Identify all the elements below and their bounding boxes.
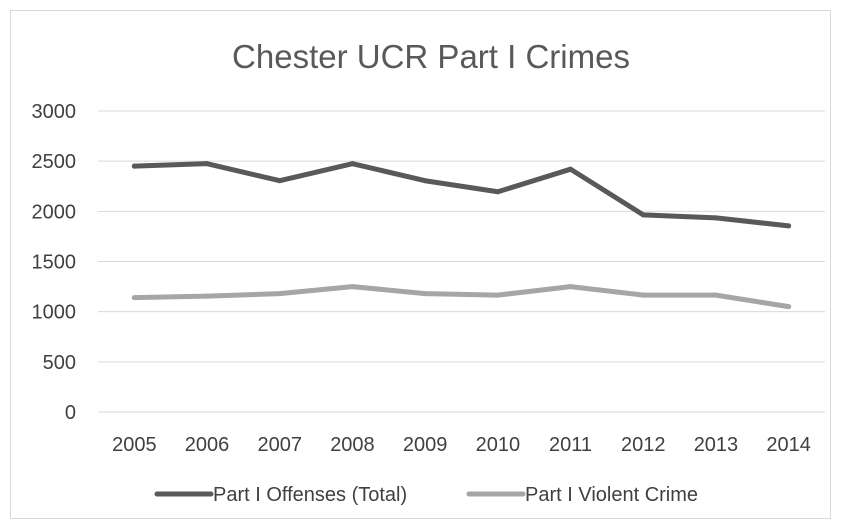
x-tick-label: 2011 [549,434,592,456]
legend-item: Part I Violent Crime [466,484,698,506]
x-tick-label: 2012 [621,434,666,456]
series-2 [131,284,792,310]
data-point [568,284,574,290]
series-lines [131,161,792,310]
series-line [131,161,792,229]
y-tick-label: 1500 [32,252,77,274]
chart-title: Chester UCR Part I Crimes [232,38,630,75]
x-axis-ticks: 2005 2006 2007 2008 2009 2010 2011 2012 2013 2014 [112,434,811,456]
x-tick-label: 2007 [258,434,303,456]
data-point [204,293,210,299]
data-point [786,304,792,310]
data-point [713,292,719,298]
data-point [568,166,574,172]
data-point [495,189,501,195]
y-axis-ticks: 0 500 1000 1500 2000 2500 3000 [32,101,77,424]
data-point [422,178,428,184]
legend: Part I Offenses (Total) Part I Violent Cr… [154,484,698,506]
y-tick-label: 2500 [32,151,77,173]
x-tick-label: 2013 [694,434,739,456]
y-tick-label: 0 [65,402,76,424]
data-point [131,295,137,301]
data-point [640,212,646,218]
x-tick-label: 2005 [112,434,157,456]
series-1 [131,161,792,229]
y-tick-label: 3000 [32,101,77,123]
x-tick-label: 2010 [476,434,521,456]
y-tick-label: 2000 [32,201,77,223]
data-point [349,284,355,290]
data-point [131,163,137,169]
y-tick-label: 500 [43,352,76,374]
x-tick-label: 2008 [330,434,375,456]
legend-label: Part I Offenses (Total) [213,484,407,506]
data-point [786,223,792,229]
data-point [495,292,501,298]
gridlines [98,110,825,413]
data-point [277,178,283,184]
data-point [349,161,355,167]
x-tick-label: 2009 [403,434,448,456]
data-point [713,215,719,221]
y-tick-label: 1000 [32,302,77,324]
x-tick-label: 2006 [185,434,230,456]
data-point [204,161,210,167]
series-line [131,284,792,310]
x-tick-label: 2014 [766,434,811,456]
legend-label: Part I Violent Crime [525,484,698,506]
data-point [640,292,646,298]
data-point [277,291,283,297]
data-point [422,291,428,297]
chart-frame [10,10,831,519]
legend-item: Part I Offenses (Total) [154,484,407,506]
